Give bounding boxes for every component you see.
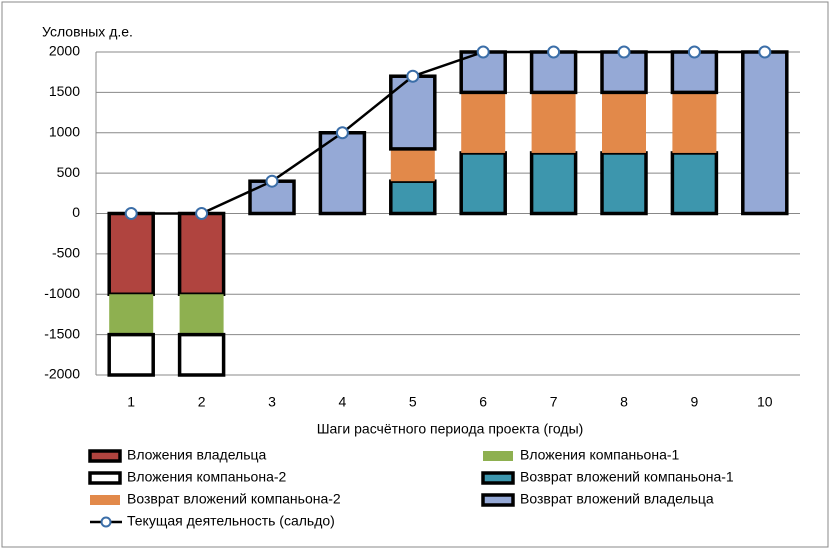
x-tick-label: 8 <box>620 394 628 410</box>
x-tick-label: 5 <box>409 394 417 410</box>
line-marker <box>265 174 279 188</box>
line-marker <box>687 45 701 59</box>
y-tick-label: 1500 <box>49 83 80 99</box>
y-tick-label: 0 <box>72 204 80 220</box>
bar-segment <box>459 151 507 216</box>
x-tick-label: 7 <box>550 394 558 410</box>
y-tick-label: 500 <box>57 164 81 180</box>
bar-segment <box>672 92 717 153</box>
line-marker <box>124 207 138 220</box>
y-axis-title: Условных д.е. <box>42 24 133 40</box>
bar-segment <box>741 50 789 216</box>
legend-label: Вложения компаньона-2 <box>127 469 287 485</box>
legend-label: Вложения компаньона-1 <box>520 447 680 463</box>
line-marker <box>335 126 349 140</box>
legend-swatch <box>483 451 513 461</box>
line-marker <box>195 207 209 220</box>
y-tick-label: -1000 <box>44 285 80 301</box>
bar-segment <box>529 151 578 216</box>
bar-segment <box>600 151 648 216</box>
bar-segment <box>670 50 719 95</box>
line-marker <box>476 45 490 59</box>
bar-segment <box>109 294 154 335</box>
bar-segment <box>670 151 719 216</box>
x-tick-label: 9 <box>691 394 699 410</box>
bar-segment <box>390 148 435 182</box>
line-marker <box>406 69 420 83</box>
legend-swatch <box>481 493 515 507</box>
line-marker <box>617 45 631 59</box>
legend-swatch <box>100 516 112 528</box>
x-tick-label: 2 <box>198 394 206 410</box>
line-marker <box>758 45 772 59</box>
x-axis-title: Шаги расчётного периода проекта (годы) <box>317 421 584 437</box>
y-tick-label: -500 <box>52 245 80 261</box>
bar-segment <box>107 211 155 296</box>
x-tick-label: 10 <box>757 394 773 410</box>
bar-segment <box>600 50 648 95</box>
bar-segment <box>107 332 155 377</box>
legend-label: Возврат вложений владельца <box>520 491 714 507</box>
bar-segment <box>177 332 226 377</box>
bar-segment <box>177 211 226 296</box>
legend-swatch <box>88 471 122 485</box>
legend-swatch <box>481 471 515 485</box>
bar-segment <box>602 92 646 153</box>
legend-swatch <box>88 449 122 463</box>
legend-label: Возврат вложений компаньона-1 <box>520 469 734 485</box>
bar-segment <box>389 179 437 216</box>
x-tick-label: 6 <box>479 394 487 410</box>
bar-segment <box>531 92 576 153</box>
line-marker <box>547 45 561 59</box>
y-tick-label: -1500 <box>44 325 80 341</box>
x-tick-label: 3 <box>268 394 276 410</box>
legend-label: Текущая деятельность (сальдо) <box>127 513 335 529</box>
bar-segment <box>459 50 507 95</box>
bar-segment <box>318 131 367 216</box>
bar-segment <box>179 294 224 335</box>
x-tick-label: 4 <box>339 394 347 410</box>
legend-swatch <box>90 495 120 505</box>
y-tick-label: 2000 <box>49 43 80 59</box>
bar-segment <box>461 92 506 153</box>
legend-label: Возврат вложений компаньона-2 <box>127 491 341 507</box>
line <box>131 50 765 215</box>
x-tick-label: 1 <box>127 394 135 410</box>
y-tick-label: 1000 <box>49 123 80 139</box>
y-tick-label: -2000 <box>44 366 80 382</box>
legend-label: Вложения владельца <box>127 447 267 463</box>
